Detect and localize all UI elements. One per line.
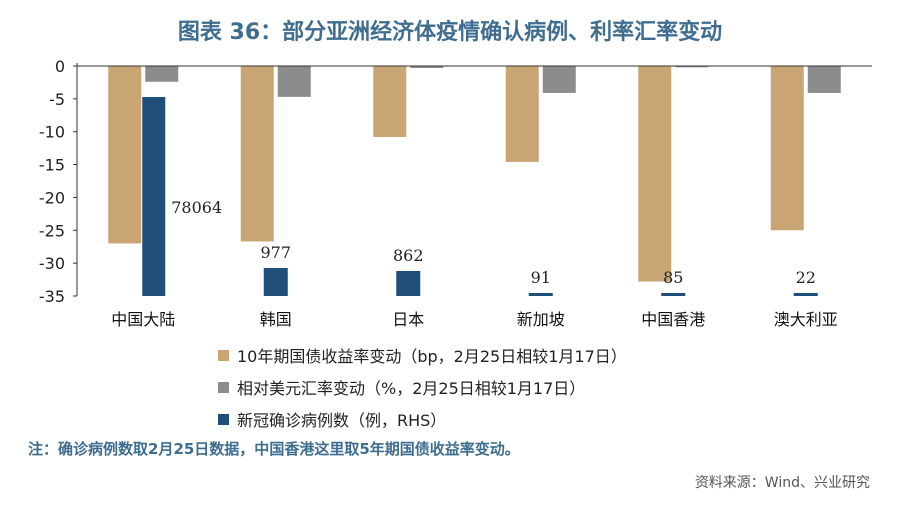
data-label-cases: 22 [796, 268, 816, 287]
data-label-cases: 85 [663, 268, 683, 287]
bar-cases [142, 97, 166, 296]
bars: 78064 977 862 91 85 22 [108, 66, 841, 296]
data-label-cases: 862 [393, 246, 424, 265]
bar-yield [770, 66, 804, 231]
bar-fx [675, 66, 709, 68]
bar-yield [108, 66, 142, 244]
bar-cases [793, 293, 818, 296]
chart-note: 注：确诊病例数取2月25日数据，中国香港这里取5年期国债收益率变动。 [28, 440, 520, 458]
data-label-cases: 91 [531, 268, 551, 287]
x-tick-label: 韩国 [260, 310, 292, 329]
bar-yield [505, 66, 539, 162]
legend-label-cases: 新冠确诊病例数（例，RHS） [237, 411, 447, 430]
y-tick-label: -25 [39, 221, 65, 240]
y-tick-label: -5 [49, 90, 65, 109]
x-tick-label: 新加坡 [517, 310, 565, 329]
bar-yield [638, 66, 672, 282]
bar-fx [807, 66, 841, 93]
y-tick-label: -35 [39, 287, 65, 306]
legend-label-yield: 10年期国债收益率变动（bp，2月25日相较1月17日） [237, 347, 627, 366]
y-tick-label: -15 [39, 156, 65, 175]
legend-label-fx: 相对美元汇率变动（%，2月25日相较1月17日） [237, 379, 586, 398]
bar-cases [661, 293, 686, 296]
bar-fx [277, 66, 311, 97]
legend-swatch-fx [218, 381, 229, 393]
x-tick-label: 澳大利亚 [774, 310, 838, 329]
chart-source: 资料来源：Wind、兴业研究 [694, 475, 870, 491]
y-tick-label: -20 [39, 188, 65, 207]
legend-swatch-yield [218, 349, 229, 361]
legend-swatch-cases [218, 413, 229, 425]
legend: 10年期国债收益率变动（bp，2月25日相较1月17日） 相对美元汇率变动（%，… [218, 339, 627, 435]
data-label-cases: 78064 [171, 198, 222, 217]
chart-title: 图表 36：部分亚洲经济体疫情确认病例、利率汇率变动 [177, 20, 723, 45]
y-axis-ticks: 0 -5 -10 -15 -20 -25 -30 -35 [39, 57, 65, 306]
axes [73, 63, 872, 297]
x-tick-label: 日本 [392, 310, 424, 329]
x-tick-label: 中国大陆 [111, 310, 175, 329]
y-tick-label: 0 [55, 57, 65, 76]
bar-yield [373, 66, 407, 137]
data-label-cases: 977 [260, 243, 291, 262]
bar-cases [528, 293, 553, 296]
legend-item-fx: 相对美元汇率变动（%，2月25日相较1月17日） [218, 371, 627, 403]
legend-item-cases: 新冠确诊病例数（例，RHS） [218, 403, 627, 435]
y-tick-label: -10 [39, 123, 65, 142]
bar-cases [263, 268, 288, 296]
x-tick-label: 中国香港 [641, 310, 705, 329]
bar-cases [396, 271, 421, 296]
bar-fx [410, 66, 444, 68]
x-axis-labels: 中国大陆 韩国 日本 新加坡 中国香港 澳大利亚 [111, 310, 838, 329]
legend-item-yield: 10年期国债收益率变动（bp，2月25日相较1月17日） [218, 339, 627, 371]
y-tick-label: -30 [39, 254, 65, 273]
bar-yield [240, 66, 274, 242]
bar-fx [542, 66, 576, 93]
bar-fx [145, 66, 179, 82]
